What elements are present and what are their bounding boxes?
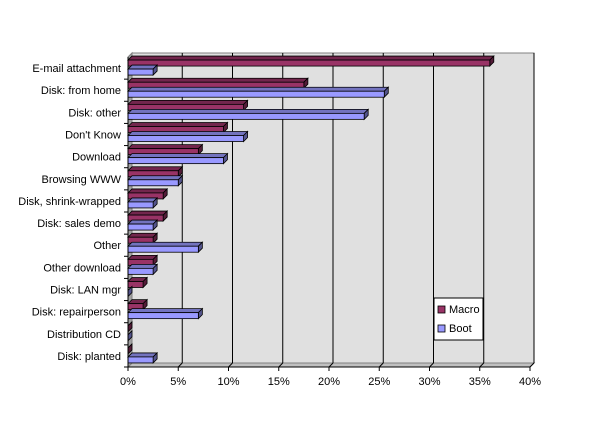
bar-boot (127, 86, 390, 99)
x-tick-labels: 0% 5% 10% 15% 20% 25% 30% 35% 40% (120, 376, 541, 388)
category-label: Download (72, 152, 121, 164)
bar-macro (127, 232, 159, 245)
bar-macro (127, 254, 159, 267)
x-tick-label: 30% (418, 376, 440, 388)
gridline-floor (378, 362, 384, 368)
bar-macro (127, 276, 149, 289)
x-tick-label: 35% (469, 376, 491, 388)
category-label: Other (93, 240, 121, 252)
x-tick-label: 20% (318, 376, 340, 388)
bar-boot (127, 174, 184, 187)
bar-boot (127, 64, 159, 77)
category-labels: E-mail attachment Disk: from home Disk: ot… (18, 63, 121, 363)
bar-boot (127, 241, 204, 254)
bar-boot (127, 130, 249, 143)
category-label: Disk: LAN mgr (50, 285, 121, 297)
gridline-floor (278, 362, 284, 368)
bar-boot (127, 263, 159, 276)
gridline-floor (228, 362, 233, 368)
bar-macro (127, 187, 169, 200)
category-label: Disk: repairperson (32, 307, 121, 319)
bar-macro (127, 143, 204, 156)
legend-label-macro: Macro (449, 304, 480, 316)
legend-box (433, 297, 484, 341)
category-label: Disk: planted (57, 351, 121, 363)
bar-boot (127, 307, 204, 320)
bar-macro (127, 55, 495, 68)
bar-macro (127, 165, 184, 178)
gridline-floor (479, 362, 485, 368)
bar-boot (127, 108, 370, 121)
category-label: Disk, shrink-wrapped (18, 196, 121, 208)
axes (124, 57, 531, 371)
bar-macro (127, 298, 149, 311)
legend: Macro Boot (433, 297, 484, 341)
category-label: Don't Know (65, 130, 121, 142)
bar-macro (127, 121, 229, 134)
bar-boot (127, 351, 159, 364)
category-label: Disk: from home (41, 85, 121, 97)
gridline-floor (429, 362, 434, 368)
x-tick-label: 10% (217, 376, 239, 388)
bar-boot (127, 219, 159, 232)
category-label: Disk: sales demo (37, 218, 121, 230)
bar-boot (127, 196, 159, 209)
category-label: Disk: other (68, 107, 121, 119)
x-tick-label: 15% (268, 376, 290, 388)
bar-macro (127, 77, 309, 90)
x-tick-label: 5% (170, 376, 186, 388)
gridline-floor (328, 362, 334, 368)
x-tick-label: 0% (120, 376, 136, 388)
category-label: E-mail attachment (32, 63, 121, 75)
gridline-floor (177, 362, 183, 368)
bars (127, 55, 495, 364)
bar-macro (127, 99, 249, 112)
gridline-floor (529, 362, 535, 368)
plot-side-wall (127, 51, 133, 369)
bar-boot (127, 152, 229, 165)
legend-swatch-macro (437, 305, 446, 314)
legend-swatch-boot (437, 324, 446, 333)
x-tick-label: 25% (368, 376, 390, 388)
bar-macro (127, 210, 169, 223)
x-tick-label: 40% (519, 376, 541, 388)
legend-label-boot: Boot (449, 323, 472, 335)
category-label: Distribution CD (47, 329, 121, 341)
category-label: Other download (43, 262, 121, 274)
category-label: Browsing WWW (42, 174, 122, 186)
